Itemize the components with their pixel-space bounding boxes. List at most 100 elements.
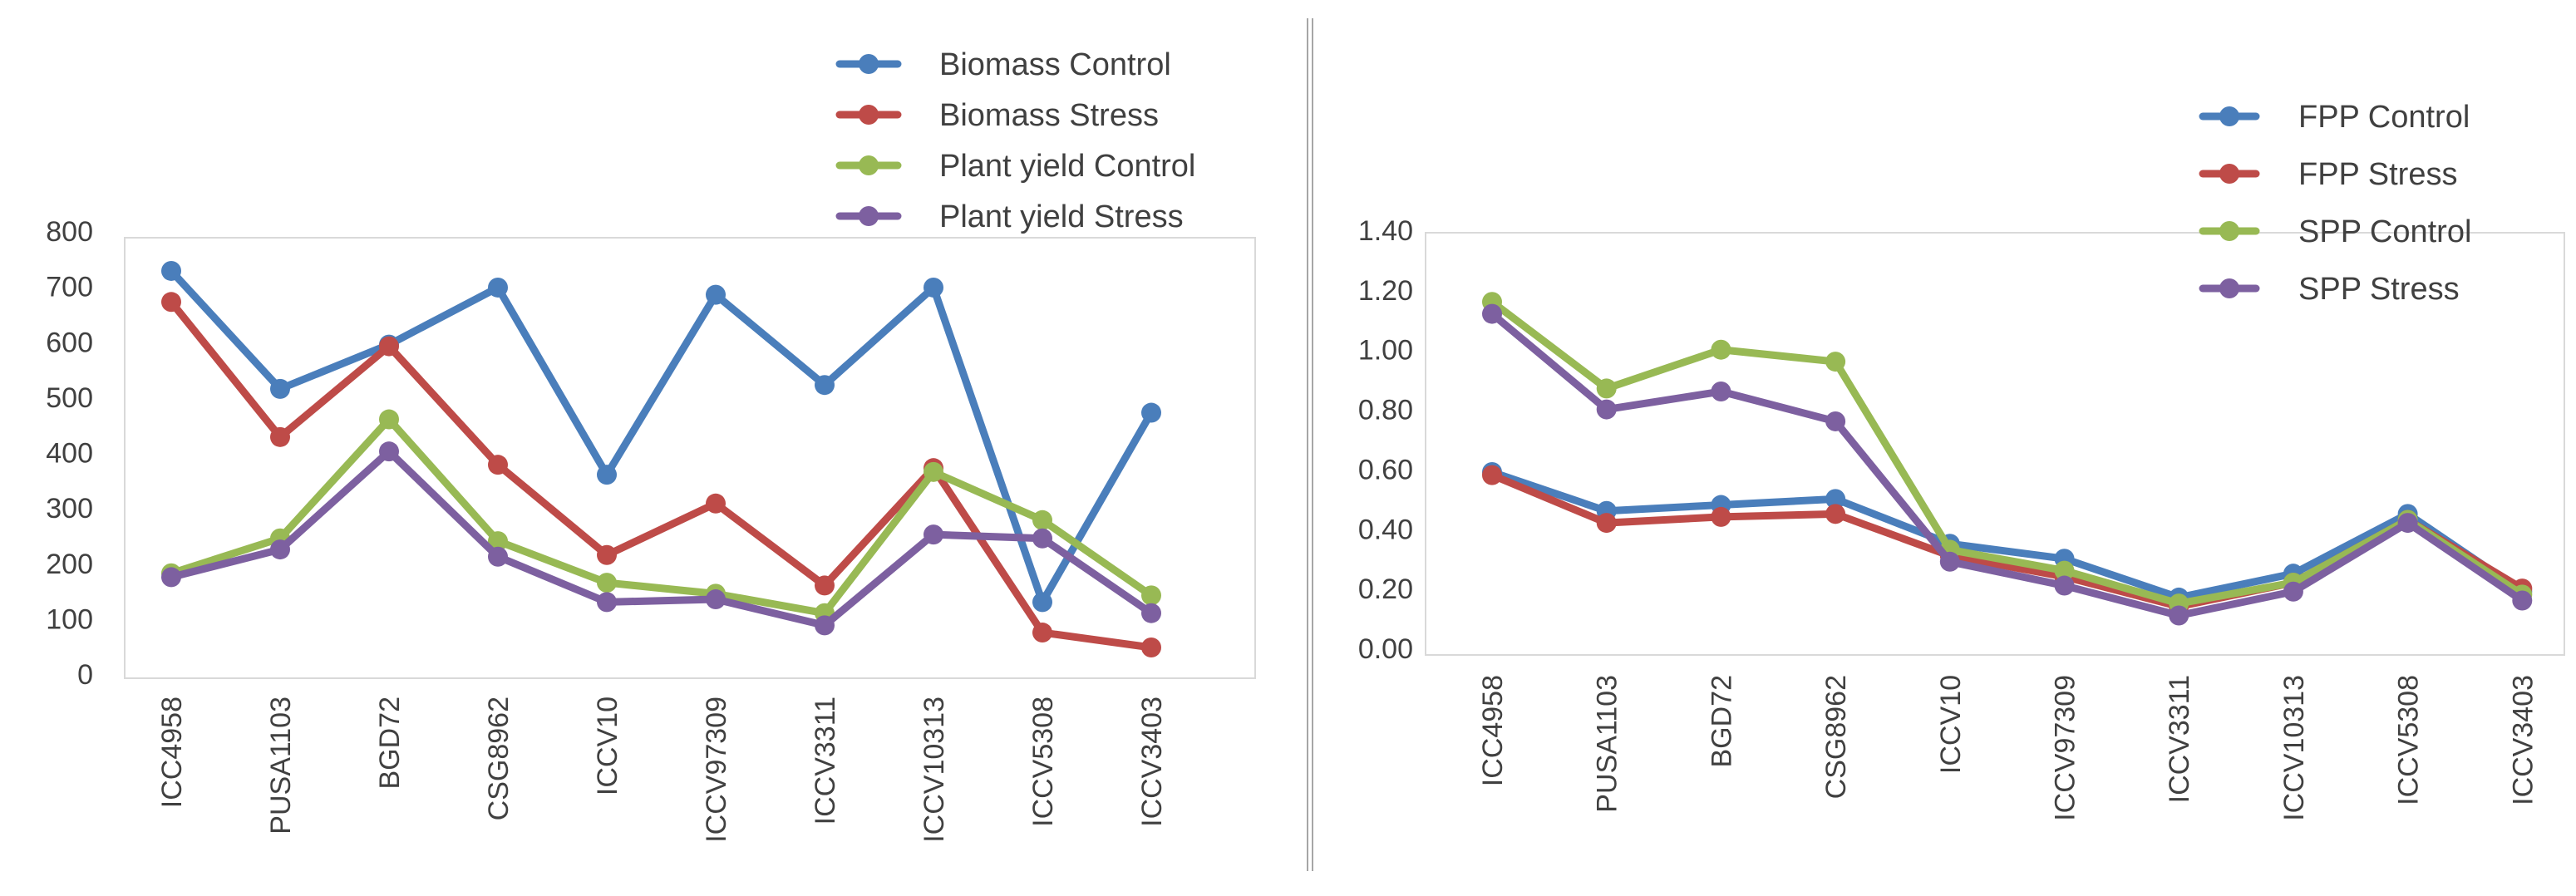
- right-series-line-fpp-control: [1488, 468, 2526, 602]
- left-data-point-biomass-stress: [706, 493, 726, 514]
- right-y-tick-label: 1.40: [1358, 215, 1413, 247]
- left-data-point-plant-yield-stress: [706, 589, 726, 610]
- left-plot-area: [124, 237, 1256, 679]
- left-data-point-plant-yield-stress: [379, 441, 399, 462]
- right-data-point-fpp-control: [1825, 489, 1846, 510]
- left-data-point-plant-yield-control: [379, 409, 399, 430]
- right-legend-swatch-marker: [2219, 221, 2239, 241]
- left-data-point-biomass-control: [270, 378, 290, 399]
- left-data-point-biomass-stress: [488, 455, 508, 475]
- right-x-tick-label: ICC4958: [1477, 675, 1509, 786]
- right-x-tick-label: BGD72: [1706, 675, 1737, 768]
- left-series-line-biomass-control: [167, 267, 1155, 606]
- left-data-point-biomass-stress: [1032, 623, 1052, 643]
- right-series-line-spp-control: [1488, 298, 2526, 608]
- panel-divider: [1307, 18, 1313, 871]
- left-legend-swatch-marker: [859, 155, 879, 175]
- right-y-tick-label: 0.60: [1358, 454, 1413, 485]
- right-x-tick-label: ICCV3403: [2507, 675, 2539, 805]
- left-data-point-biomass-stress: [1141, 638, 1161, 658]
- right-x-tick-label: PUSA1103: [1592, 675, 1623, 813]
- left-x-tick-label: ICCV97309: [701, 697, 732, 843]
- left-y-tick-label: 0: [77, 659, 93, 691]
- left-data-point-biomass-stress: [161, 292, 181, 313]
- right-data-point-fpp-stress: [1711, 506, 1731, 527]
- left-series-line-plant-yield-stress: [167, 447, 1155, 629]
- right-data-point-spp-stress: [2397, 513, 2418, 534]
- right-series-line-spp-stress: [1488, 310, 2526, 619]
- right-data-point-spp-stress: [1825, 411, 1846, 431]
- left-data-point-biomass-control: [924, 277, 943, 298]
- left-chart: 800 700 600 500 400 300 200 100 0 ICC4958 PUSA110…: [46, 47, 1256, 843]
- left-data-point-biomass-stress: [597, 544, 617, 565]
- left-data-point-plant-yield-stress: [161, 567, 181, 588]
- right-legend-label: FPP Stress: [2298, 157, 2457, 192]
- right-legend-label: SPP Stress: [2298, 272, 2460, 307]
- right-data-point-spp-stress: [1596, 399, 1617, 420]
- right-y-tick-label: 0.80: [1358, 395, 1413, 426]
- right-y-tick-label: 0.20: [1358, 574, 1413, 605]
- left-legend-swatch-marker: [859, 54, 879, 74]
- left-data-point-biomass-control: [706, 284, 726, 305]
- left-data-point-plant-yield-control: [1141, 585, 1161, 606]
- right-data-point-spp-stress: [1939, 551, 1960, 572]
- right-x-tick-label: ICCV3311: [2164, 675, 2195, 803]
- right-x-tick-label: ICCV5308: [2393, 675, 2425, 805]
- left-data-point-plant-yield-stress: [924, 524, 943, 545]
- right-legend-label: FPP Control: [2298, 100, 2470, 135]
- left-legend-label: Biomass Stress: [939, 98, 1159, 133]
- right-data-point-spp-stress: [1482, 303, 1502, 324]
- left-x-tick-label: ICCV10313: [919, 697, 950, 843]
- left-data-point-plant-yield-stress: [597, 592, 617, 613]
- left-data-point-plant-yield-stress: [1032, 528, 1052, 549]
- right-x-tick-label: CSG8962: [1820, 675, 1852, 799]
- left-data-point-plant-yield-stress: [1141, 603, 1161, 623]
- right-data-point-spp-stress: [2169, 605, 2189, 626]
- right-y-tick-label: 1.00: [1358, 335, 1413, 367]
- left-x-tick-label: ICCV10: [592, 697, 623, 795]
- left-legend-swatch-marker: [859, 206, 879, 226]
- left-y-tick-label: 800: [46, 216, 93, 248]
- left-data-point-plant-yield-control: [924, 461, 943, 482]
- right-y-tick-label: 0.00: [1358, 633, 1413, 665]
- right-y-tick-label: 1.20: [1358, 275, 1413, 307]
- left-data-point-biomass-control: [1141, 402, 1161, 423]
- left-x-tick-label: ICC4958: [156, 697, 188, 808]
- left-data-point-plant-yield-stress: [488, 546, 508, 567]
- left-x-tick-label: BGD72: [374, 697, 406, 790]
- left-y-tick-label: 700: [46, 272, 93, 303]
- right-x-tick-label: ICCV10313: [2278, 675, 2310, 821]
- left-legend-label: Plant yield Stress: [939, 199, 1184, 234]
- left-y-tick-label: 500: [46, 382, 93, 414]
- right-plot-area: [1425, 232, 2565, 656]
- right-chart: 1.40 1.20 1.00 0.80 0.60 0.40 0.20 0.00 ICC4958…: [1358, 100, 2565, 821]
- left-data-point-plant-yield-control: [1032, 510, 1052, 530]
- right-data-point-spp-control: [1711, 339, 1731, 360]
- right-legend-swatch-marker: [2219, 164, 2239, 184]
- left-data-point-plant-yield-stress: [815, 615, 835, 636]
- right-data-point-spp-control: [1825, 352, 1846, 372]
- right-series-group: [1482, 292, 2533, 626]
- right-data-point-spp-stress: [2283, 581, 2303, 602]
- left-series-line-plant-yield-control: [167, 416, 1155, 618]
- left-legend: Biomass Control Biomass Stress Plant yield…: [835, 47, 1195, 234]
- right-x-tick-label: ICCV10: [1935, 675, 1967, 774]
- left-y-tick-label: 600: [46, 327, 93, 358]
- left-x-tick-label: ICCV3403: [1136, 697, 1168, 827]
- left-y-tick-label: 200: [46, 549, 93, 580]
- left-data-point-plant-yield-control: [488, 531, 508, 552]
- left-series-line-biomass-stress: [167, 298, 1155, 652]
- left-data-point-biomass-control: [1032, 592, 1052, 613]
- left-data-point-biomass-stress: [815, 575, 835, 596]
- right-legend-swatch-marker: [2219, 278, 2239, 298]
- left-x-tick-label: CSG8962: [483, 697, 515, 820]
- left-x-tick-label: PUSA1103: [265, 697, 297, 834]
- right-data-point-spp-control: [2054, 560, 2075, 581]
- right-y-tick-label: 0.40: [1358, 514, 1413, 545]
- left-data-point-biomass-control: [161, 260, 181, 281]
- left-data-point-biomass-control: [488, 277, 508, 298]
- left-series-group: [161, 260, 1161, 658]
- left-y-tick-label: 300: [46, 493, 93, 524]
- left-data-point-biomass-stress: [379, 336, 399, 357]
